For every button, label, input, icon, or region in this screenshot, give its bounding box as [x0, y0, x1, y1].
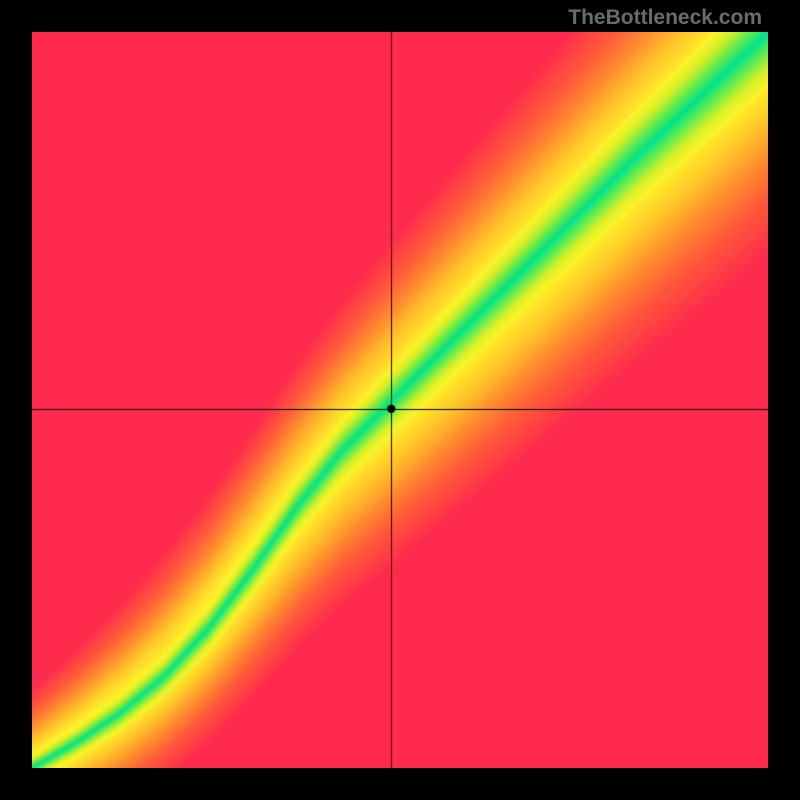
heatmap-canvas	[32, 32, 768, 768]
watermark-text: TheBottleneck.com	[568, 6, 762, 30]
heatmap-plot	[32, 32, 768, 768]
